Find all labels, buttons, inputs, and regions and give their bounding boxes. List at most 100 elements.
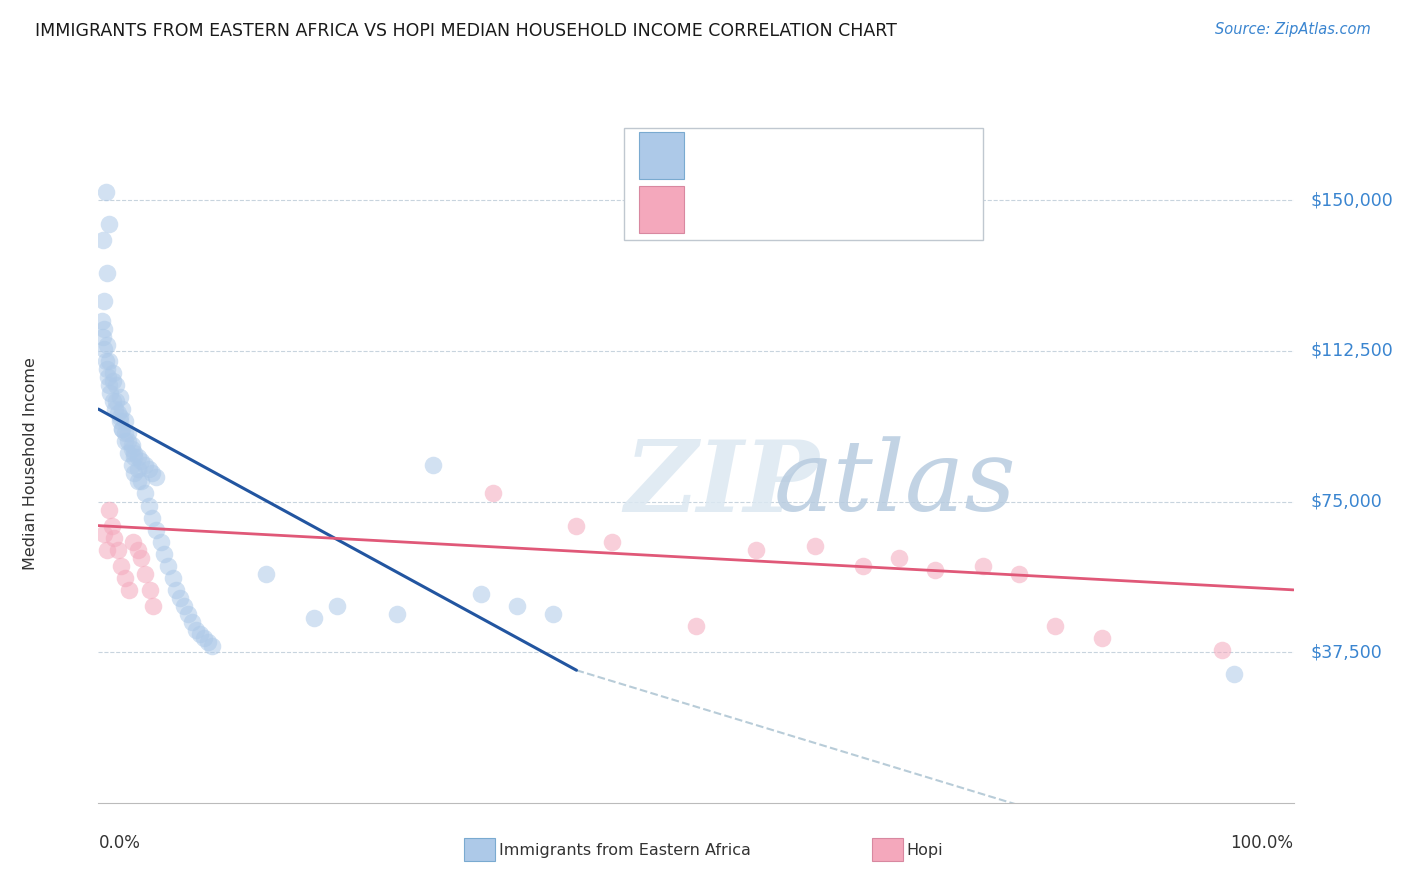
Point — [127, 542, 149, 557]
Text: Hopi: Hopi — [907, 843, 943, 857]
Point — [197, 635, 219, 649]
Point — [114, 434, 136, 449]
Point — [104, 402, 127, 417]
FancyBboxPatch shape — [624, 128, 983, 240]
Point — [145, 470, 167, 484]
Point — [169, 591, 191, 605]
Point — [565, 518, 588, 533]
Point — [1211, 643, 1233, 657]
Point — [111, 402, 134, 417]
Point — [91, 233, 114, 247]
Point — [100, 518, 122, 533]
Point — [105, 394, 128, 409]
Point — [134, 458, 156, 473]
Point — [97, 370, 120, 384]
Point — [91, 314, 114, 328]
Point — [131, 475, 153, 489]
Text: Source: ZipAtlas.com: Source: ZipAtlas.com — [1215, 22, 1371, 37]
Point — [98, 354, 121, 368]
Point — [142, 599, 165, 613]
Point — [506, 599, 529, 613]
Point — [96, 338, 118, 352]
Point — [98, 386, 122, 401]
Point — [103, 531, 125, 545]
Point — [972, 558, 994, 573]
Point — [600, 534, 623, 549]
Point — [108, 410, 131, 425]
Point — [889, 550, 911, 565]
Point — [121, 442, 143, 457]
Point — [127, 462, 149, 476]
Point — [186, 623, 208, 637]
Text: $75,000: $75,000 — [1310, 492, 1382, 510]
Bar — [638, 186, 683, 234]
Point — [165, 582, 187, 597]
Point — [153, 547, 176, 561]
Text: $112,500: $112,500 — [1310, 342, 1393, 359]
Point — [127, 450, 149, 465]
Point — [541, 607, 564, 621]
Point — [107, 542, 129, 557]
Text: Immigrants from Eastern Africa: Immigrants from Eastern Africa — [499, 843, 751, 857]
Point — [94, 185, 117, 199]
Point — [107, 406, 129, 420]
Point — [131, 454, 153, 468]
Point — [385, 607, 409, 621]
Point — [138, 499, 160, 513]
Point — [96, 542, 118, 557]
Point — [141, 510, 163, 524]
Point — [101, 366, 124, 380]
Point — [122, 534, 145, 549]
Point — [1007, 566, 1029, 581]
Point — [108, 414, 131, 428]
Point — [94, 354, 117, 368]
Point — [188, 627, 211, 641]
Point — [118, 582, 141, 597]
Text: $150,000: $150,000 — [1310, 191, 1393, 210]
Point — [98, 378, 121, 392]
Text: IMMIGRANTS FROM EASTERN AFRICA VS HOPI MEDIAN HOUSEHOLD INCOME CORRELATION CHART: IMMIGRANTS FROM EASTERN AFRICA VS HOPI M… — [35, 22, 897, 40]
Point — [121, 438, 143, 452]
Text: atlas: atlas — [773, 436, 1017, 532]
Point — [101, 394, 124, 409]
Text: R = -0.429: R = -0.429 — [699, 146, 804, 164]
Point — [852, 558, 875, 573]
Point — [114, 426, 136, 441]
Point — [139, 582, 162, 597]
Point — [98, 502, 121, 516]
Point — [93, 526, 115, 541]
Point — [745, 542, 768, 557]
Point — [111, 422, 134, 436]
Point — [138, 462, 160, 476]
Point — [110, 558, 132, 573]
Point — [162, 571, 184, 585]
Point — [117, 426, 139, 441]
Point — [114, 571, 136, 585]
Bar — [638, 132, 683, 179]
Point — [145, 523, 167, 537]
Point — [93, 293, 115, 308]
Point — [173, 599, 195, 613]
Point — [98, 217, 121, 231]
Point — [117, 446, 139, 460]
Text: N = 29: N = 29 — [858, 201, 925, 219]
Point — [91, 330, 114, 344]
Point — [193, 631, 215, 645]
Point — [924, 563, 946, 577]
Point — [105, 378, 128, 392]
Point — [481, 486, 505, 500]
Point — [201, 639, 224, 653]
Point — [96, 266, 118, 280]
Point — [804, 539, 827, 553]
Point — [96, 362, 118, 376]
Point — [117, 434, 139, 449]
Point — [124, 446, 146, 460]
Point — [685, 619, 707, 633]
Point — [156, 558, 179, 573]
Point — [149, 534, 172, 549]
Point — [1043, 619, 1066, 633]
Point — [422, 458, 444, 473]
Point — [101, 374, 124, 388]
Point — [111, 422, 134, 436]
Text: $37,500: $37,500 — [1310, 643, 1382, 661]
